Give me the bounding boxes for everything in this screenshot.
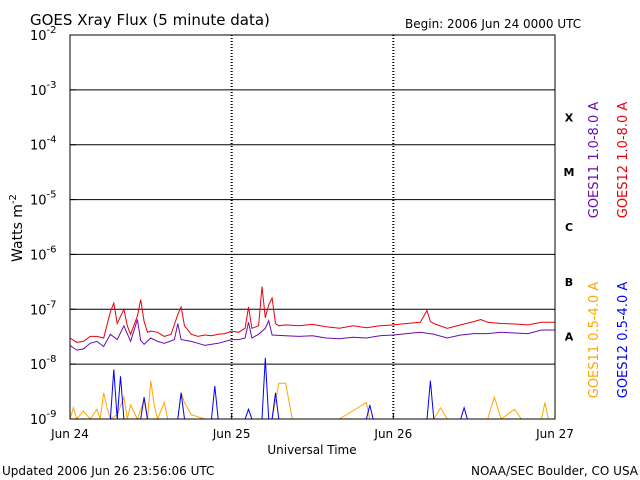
- grid: [70, 35, 555, 419]
- y-axis-ticks: 10-9 10-8 10-7 10-6 10-5 10-4 10-3 10-2: [30, 25, 76, 428]
- legend-entry-goes11-0-5-4-0-a: GOES11 0.5-4.0 A: [587, 282, 602, 399]
- x-tick-label: Jun 24: [50, 427, 89, 441]
- series-layer: [69, 286, 555, 421]
- y-tick-label: 10-2: [30, 25, 57, 44]
- updated-timestamp: Updated 2006 Jun 26 23:56:06 UTC: [2, 464, 214, 478]
- y-tick-label: 10-4: [30, 135, 57, 154]
- svg-text:Watts m-2: Watts m-2: [8, 194, 26, 262]
- series-goes11-1-0-8-0-a: [69, 319, 555, 351]
- y-tick-label: 10-8: [30, 354, 57, 373]
- series-goes12-1-0-8-0-a: [69, 286, 555, 343]
- flare-class-b: B: [565, 276, 573, 289]
- y-axis-label-exponent: -2: [8, 194, 19, 204]
- y-axis-label: Watts m: [10, 204, 26, 262]
- x-tick-label: Jun 26: [373, 427, 412, 441]
- flare-class-labels: X M C B A: [564, 111, 575, 343]
- flare-class-x: X: [565, 111, 574, 124]
- flare-class-m: M: [564, 166, 575, 179]
- y-tick-label: 10-3: [30, 80, 57, 99]
- begin-label: Begin: 2006 Jun 24 0000 UTC: [405, 17, 581, 31]
- y-tick-label: 10-6: [30, 244, 57, 263]
- x-tick-label: Jun 27: [535, 427, 574, 441]
- legend-entry-goes11-1-0-8-0-a: GOES11 1.0-8.0 A: [587, 102, 602, 219]
- flare-class-c: C: [565, 221, 573, 234]
- y-tick-label: 10-9: [30, 409, 57, 428]
- y-tick-label: 10-7: [30, 299, 57, 318]
- y-tick-label: 10-5: [30, 190, 57, 209]
- chart-title: GOES Xray Flux (5 minute data): [30, 11, 270, 29]
- legend: GOES11 1.0-8.0 A GOES12 1.0-8.0 A GOES11 0…: [587, 102, 631, 399]
- x-tick-label: Jun 25: [212, 427, 251, 441]
- y-axis-label-group: Watts m-2: [8, 194, 26, 262]
- flare-class-a: A: [565, 331, 574, 344]
- x-axis-ticks: Jun 24 Jun 25 Jun 26 Jun 27: [50, 413, 574, 441]
- legend-entry-goes12-0-5-4-0-a: GOES12 0.5-4.0 A: [616, 282, 631, 399]
- legend-entry-goes12-1-0-8-0-a: GOES12 1.0-8.0 A: [616, 102, 631, 219]
- plot-frame: [69, 34, 556, 420]
- series-goes12-0-5-4-0-a: [70, 357, 555, 420]
- x-axis-label: Universal Time: [267, 443, 356, 457]
- series-goes11-0-5-4-0-a: [69, 380, 555, 421]
- source-label: NOAA/SEC Boulder, CO USA: [471, 464, 639, 478]
